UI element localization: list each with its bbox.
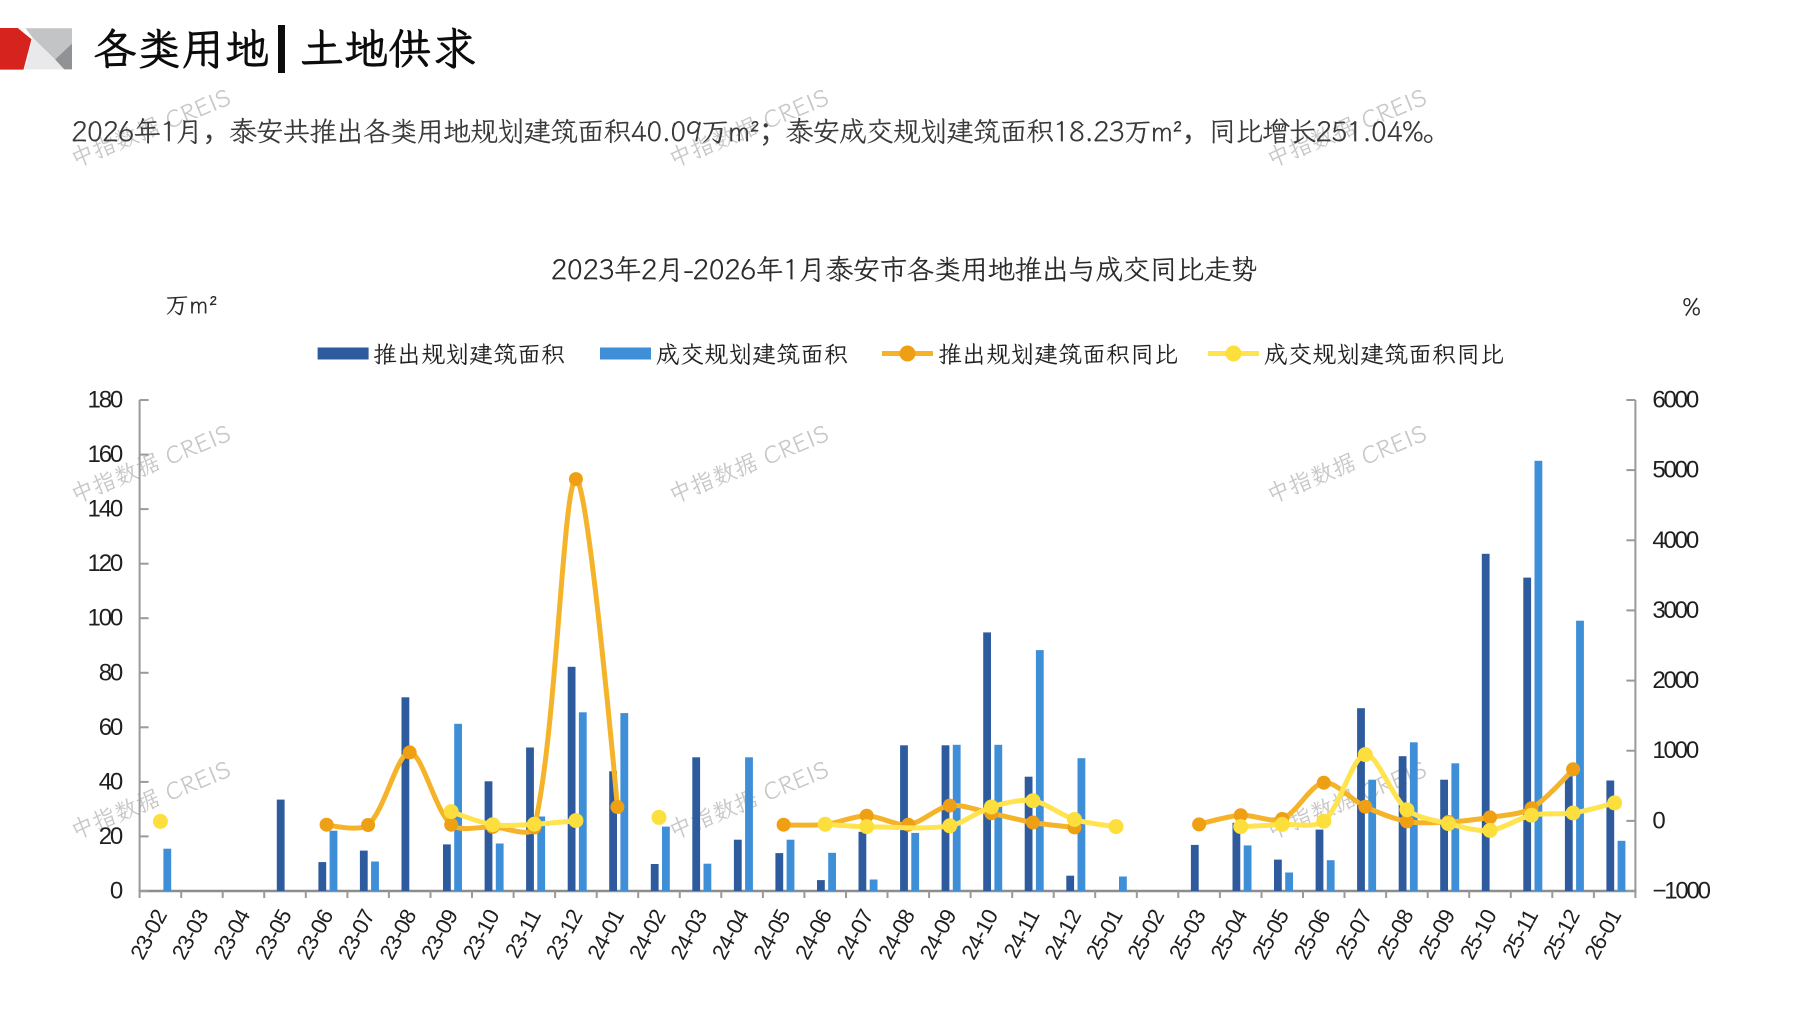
svg-text:25-10: 25-10 (1455, 905, 1502, 963)
svg-text:6000: 6000 (1652, 387, 1698, 414)
svg-text:25-12: 25-12 (1538, 905, 1585, 963)
svg-text:23-03: 23-03 (167, 905, 214, 963)
svg-text:24-01: 24-01 (582, 905, 629, 963)
svg-text:25-02: 25-02 (1122, 905, 1169, 963)
svg-text:成交规划建筑面积同比: 成交规划建筑面积同比 (1264, 338, 1504, 370)
svg-text:23-10: 23-10 (458, 905, 505, 963)
svg-text:26-01: 26-01 (1579, 905, 1626, 963)
svg-text:25-05: 25-05 (1247, 905, 1294, 963)
svg-text:%: % (1682, 290, 1701, 322)
svg-text:25-04: 25-04 (1205, 905, 1252, 963)
svg-text:2000: 2000 (1652, 667, 1698, 694)
svg-text:成交规划建筑面积: 成交规划建筑面积 (656, 338, 848, 370)
svg-text:160: 160 (88, 441, 123, 468)
svg-text:40: 40 (99, 768, 123, 795)
svg-text:23-05: 23-05 (250, 905, 297, 963)
svg-text:25-07: 25-07 (1330, 905, 1377, 963)
svg-text:25-03: 25-03 (1164, 905, 1211, 963)
svg-text:80: 80 (99, 659, 123, 686)
svg-text:25-11: 25-11 (1497, 905, 1543, 962)
svg-text:0: 0 (110, 878, 123, 905)
svg-text:5000: 5000 (1652, 457, 1698, 484)
svg-text:−1000: −1000 (1652, 878, 1710, 905)
svg-text:23-07: 23-07 (333, 905, 380, 963)
svg-text:25-09: 25-09 (1413, 905, 1460, 963)
svg-text:24-12: 24-12 (1039, 905, 1086, 963)
svg-text:120: 120 (88, 550, 123, 577)
svg-text:24-10: 24-10 (956, 905, 1003, 963)
svg-text:24-03: 24-03 (665, 905, 712, 963)
svg-text:23-09: 23-09 (416, 905, 463, 963)
svg-text:23-02: 23-02 (125, 905, 172, 963)
svg-text:2023年2月-2026年1月泰安市各类用地推出与成交同比走: 2023年2月-2026年1月泰安市各类用地推出与成交同比走势 (551, 250, 1258, 287)
svg-text:推出规划建筑面积同比: 推出规划建筑面积同比 (938, 338, 1178, 370)
svg-text:24-04: 24-04 (707, 905, 754, 963)
svg-text:23-12: 23-12 (541, 905, 588, 963)
svg-text:23-08: 23-08 (374, 905, 421, 963)
svg-text:23-06: 23-06 (291, 905, 338, 963)
svg-text:24-09: 24-09 (915, 905, 962, 963)
svg-text:万m²: 万m² (165, 288, 218, 320)
svg-text:25-01: 25-01 (1081, 905, 1128, 963)
svg-text:25-08: 25-08 (1372, 905, 1419, 963)
svg-text:180: 180 (88, 387, 123, 414)
svg-text:25-06: 25-06 (1289, 905, 1336, 963)
svg-text:24-06: 24-06 (790, 905, 837, 963)
svg-text:24-11: 24-11 (998, 905, 1044, 962)
svg-text:推出规划建筑面积: 推出规划建筑面积 (373, 338, 565, 370)
svg-text:1000: 1000 (1652, 737, 1698, 764)
svg-text:24-08: 24-08 (873, 905, 920, 963)
svg-text:3000: 3000 (1652, 597, 1698, 624)
svg-text:23-11: 23-11 (500, 905, 546, 962)
svg-text:4000: 4000 (1652, 527, 1698, 554)
svg-text:20: 20 (99, 823, 123, 850)
svg-text:100: 100 (88, 605, 123, 632)
svg-text:23-04: 23-04 (208, 905, 255, 963)
svg-text:60: 60 (99, 714, 123, 741)
svg-text:24-02: 24-02 (624, 905, 671, 963)
svg-text:0: 0 (1652, 807, 1665, 834)
svg-text:24-05: 24-05 (748, 905, 795, 963)
svg-text:24-07: 24-07 (831, 905, 878, 963)
svg-text:140: 140 (88, 496, 123, 523)
